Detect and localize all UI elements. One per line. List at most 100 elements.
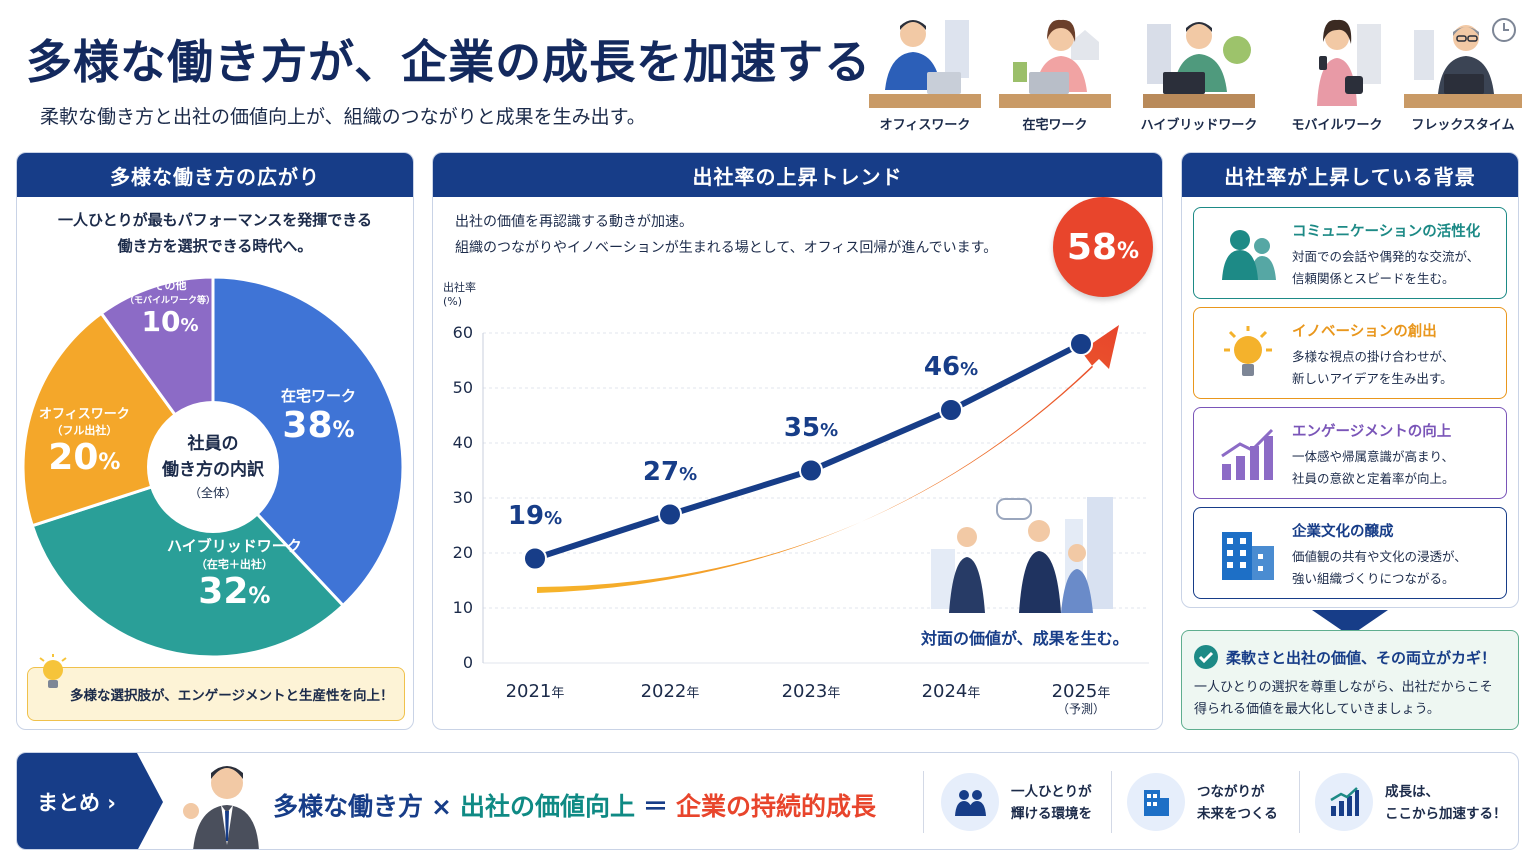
card-desc: 一体感や帰属意識が高まり、 社員の意欲と定着率が向上。 — [1292, 449, 1455, 486]
panel-title: 出社率の上昇トレンド — [433, 153, 1162, 197]
pie-slice-label: ハイブリッドワーク （在宅＋出社） 32% — [167, 535, 302, 617]
data-label: 35% — [783, 412, 839, 443]
card-desc: 価値観の共有や文化の浸透が、 強い組織づくりにつながる。 — [1292, 549, 1467, 586]
work-style-office: オフィスワーク — [866, 10, 984, 140]
work-style-label: ハイブリッドワーク — [1140, 118, 1258, 133]
check-icon — [1194, 645, 1218, 669]
card-title: 企業文化の醸成 — [1292, 524, 1394, 540]
lightbulb-icon — [1224, 326, 1272, 376]
y-tick-label: 10 — [452, 598, 473, 617]
y-axis-title: 出社率 (%) — [443, 281, 476, 308]
pie-slice-label: 在宅ワーク 38% — [281, 385, 356, 451]
attendance-trend-panel: 出社率の上昇トレンド 出社の価値を再認識する動きが加速。 組織のつながりやイノベ… — [432, 152, 1163, 730]
intro-line: 一人ひとりが最もパフォーマンスを発揮できる — [58, 211, 372, 229]
pie-center-line: （全体） — [188, 486, 237, 500]
work-style-label: フレックスタイム — [1411, 118, 1515, 133]
building-icon — [1222, 532, 1274, 580]
divider — [923, 771, 924, 833]
page-subtitle: 柔軟な働き方と出社の価値向上が、組織のつながりと成果を生み出す。 — [40, 106, 646, 128]
divider — [1111, 771, 1112, 833]
building-icon — [1144, 790, 1169, 816]
reason-card-engagement: エンゲージメントの向上 一体感や帰属意識が高まり、 社員の意欲と定着率が向上。 — [1193, 407, 1507, 499]
left-intro: 一人ひとりが最もパフォーマンスを発揮できる 働き方を選択できる時代へ。 — [17, 207, 413, 259]
slice-value: 38% — [282, 405, 355, 446]
y-tick-label: 30 — [452, 488, 473, 507]
data-label: 46% — [923, 352, 979, 382]
page-title: 多様な働き方が、企業の成長を加速する — [26, 35, 872, 89]
slice-value: 20% — [48, 437, 121, 478]
data-point — [523, 546, 547, 571]
y-tick-label: 0 — [462, 653, 473, 672]
work-style-home: 在宅ワーク — [996, 10, 1114, 140]
home-worker-icon — [999, 19, 1111, 108]
slice-name: 在宅ワーク — [281, 387, 357, 405]
slice-value: 10% — [141, 305, 199, 338]
pie-center-line: 働き方の内訳 — [162, 460, 264, 480]
pie-slice — [30, 465, 346, 659]
work-style-breakdown-panel: 多様な働き方の広がり 一人ひとりが最もパフォーマンスを発揮できる 働き方を選択で… — [16, 152, 414, 730]
intro-line: 出社の価値を再認識する動きが加速。 — [455, 214, 693, 230]
work-style-hybrid: ハイブリッドワーク — [1140, 10, 1258, 140]
pie-slice-label: その他 （モバイルワーク等） 10% — [125, 277, 215, 342]
summary-formula: 多様な働き方 × 出社の価値向上＝企業の持続的成長 — [273, 792, 877, 821]
summary-bar: まとめ › 多様な働き方 × 出社の価値向上＝企業の持続的成長 一人ひとりが 輝ける… — [16, 752, 1519, 850]
key-title: 柔軟さと出社の価値、その両立がカギ！ — [1226, 649, 1497, 667]
lightbulb-icon — [39, 654, 67, 688]
data-point — [799, 458, 823, 483]
pie-slice — [211, 275, 405, 608]
card-desc: 多様な視点の掛け合わせが、 新しいアイデアを生み出す。 — [1292, 349, 1455, 386]
x-tick-label: 2021年 — [505, 681, 565, 702]
meeting-illustration — [931, 497, 1113, 613]
slice-note: （フル出社） — [51, 424, 118, 437]
tip-text: 多様な選択肢が、エンゲージメントと生産性を向上！ — [70, 688, 394, 704]
growth-chart-icon — [1221, 428, 1274, 480]
card-title: エンゲージメントの向上 — [1292, 424, 1452, 440]
slice-name: ハイブリッドワーク — [167, 537, 302, 555]
reason-card-communication: コミュニケーションの活性化 対面での会話や偶発的な交流が、 信頼関係とスピードを… — [1193, 207, 1507, 299]
card-title: イノベーションの創出 — [1292, 324, 1437, 340]
people-icon — [955, 790, 986, 816]
y-tick-label: 50 — [452, 378, 473, 397]
divider — [1299, 771, 1300, 833]
pie-slice-label: オフィスワーク （フル出社） 20% — [39, 403, 130, 483]
line-chart — [482, 325, 1149, 664]
slice-name: オフィスワーク — [39, 407, 130, 422]
businessman-icon — [183, 766, 259, 849]
chart-caption: 対面の価値が、成果を生む。 — [921, 629, 1129, 648]
reason-card-innovation: イノベーションの創出 多様な視点の掛け合わせが、 新しいアイデアを生み出す。 — [1193, 307, 1507, 399]
data-label: 19% — [507, 500, 563, 531]
slice-name: その他 — [153, 279, 187, 292]
pie-center-line: 社員の — [187, 434, 239, 454]
x-tick-label: 2024年 — [921, 681, 981, 702]
intro-line: 組織のつながりやイノベーションが生まれる場として、オフィス回帰が進んでいます。 — [455, 240, 998, 256]
key-desc: 一人ひとりの選択を尊重しながら、出社だからこそ 得られる価値を最大化していきまし… — [1194, 680, 1493, 717]
work-style-label: オフィスワーク — [879, 118, 971, 133]
mobile-worker-icon — [1317, 19, 1381, 106]
flextime-worker-icon — [1404, 18, 1522, 108]
hybrid-worker-icon — [1143, 22, 1255, 108]
tip-box: 多様な選択肢が、エンゲージメントと生産性を向上！ — [27, 654, 405, 721]
key-message-box: 柔軟さと出社の価値、その両立がカギ！ 一人ひとりの選択を尊重しながら、出社だから… — [1181, 630, 1519, 730]
x-tick-label: 2023年 — [781, 681, 841, 702]
x-tick-label: 2025年 （予測） — [1051, 681, 1111, 716]
intro-line: 働き方を選択できる時代へ。 — [117, 237, 313, 255]
background-reasons-panel: 出社率が上昇している背景 コミュニケーションの活性化 対面での会話や偶発的な交流… — [1181, 152, 1519, 608]
card-title: コミュニケーションの活性化 — [1292, 224, 1481, 240]
pie-center-label: 社員の 働き方の内訳 （全体） — [147, 401, 279, 533]
panel-title: 出社率が上昇している背景 — [1182, 153, 1518, 197]
slice-value: 32% — [198, 571, 271, 612]
office-worker-icon — [869, 20, 981, 108]
growth-chart-icon — [1330, 787, 1359, 816]
y-tick-label: 60 — [452, 323, 473, 342]
work-style-mobile: モバイルワーク — [1278, 10, 1396, 140]
work-style-flextime: フレックスタイム — [1404, 10, 1522, 140]
data-point — [658, 502, 682, 527]
summary-tag: まとめ › — [17, 753, 163, 849]
highlight-badge: 58% — [1053, 197, 1153, 297]
people-icon — [1222, 230, 1276, 280]
data-label: 27% — [642, 456, 698, 487]
work-style-label: モバイルワーク — [1291, 118, 1383, 133]
y-tick-label: 40 — [452, 433, 473, 452]
panel-title: 多様な働き方の広がり — [17, 153, 413, 197]
data-point — [1069, 332, 1093, 356]
